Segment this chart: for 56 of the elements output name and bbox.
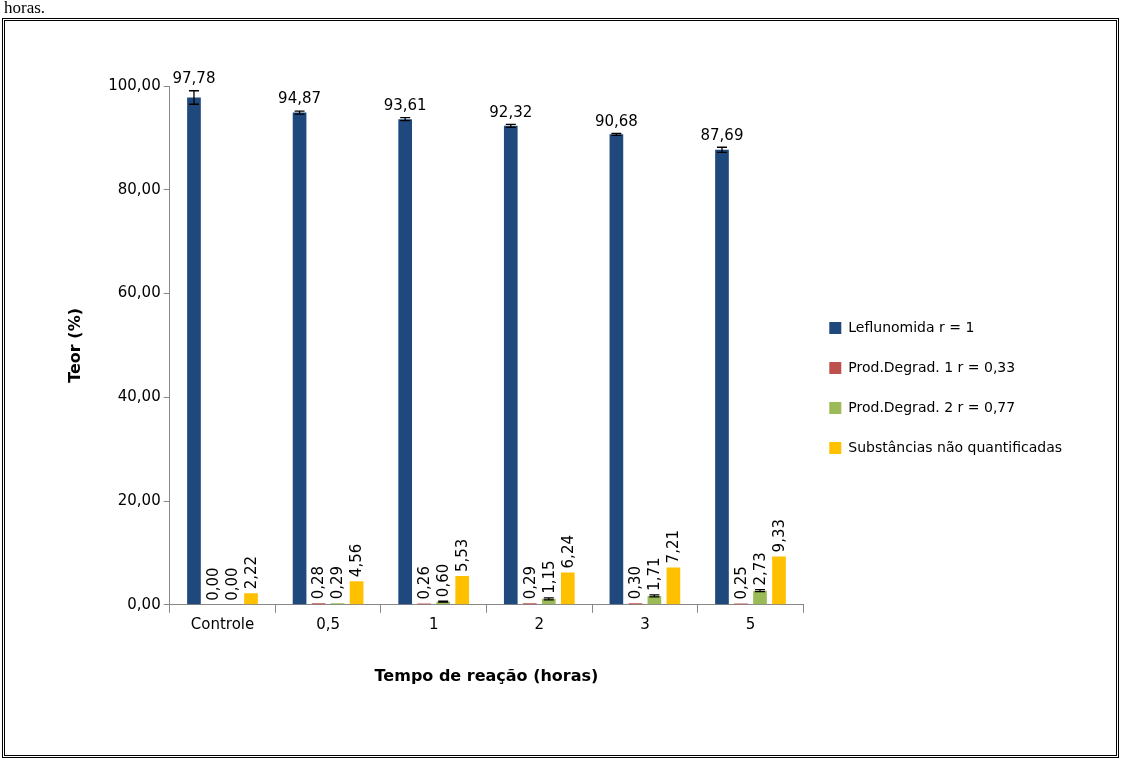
bar	[455, 576, 470, 605]
bar	[609, 134, 624, 605]
data-label: 5,53	[453, 538, 472, 573]
legend-label: Substâncias não quantificadas	[848, 438, 1063, 455]
data-label: 1,71	[645, 557, 664, 591]
data-label: 9,33	[769, 518, 788, 553]
data-label: 0,29	[520, 565, 539, 600]
data-label: 2,73	[750, 552, 769, 586]
y-tick-label: 0,00	[127, 594, 161, 613]
bar	[715, 149, 729, 605]
x-tick-label: 0,5	[316, 614, 341, 633]
legend-label: Prod.Degrad. 2 r = 0,77	[848, 398, 1016, 415]
x-tick-label: Controle	[190, 614, 255, 633]
data-label: 0,30	[626, 565, 645, 600]
data-label: 87,69	[700, 125, 744, 144]
bar	[398, 119, 413, 605]
data-label: 1,15	[539, 560, 558, 594]
bar	[560, 572, 575, 605]
data-label: 0,60	[434, 563, 453, 598]
bar	[772, 556, 786, 605]
y-tick-label: 20,00	[117, 490, 161, 509]
bar	[187, 97, 201, 605]
x-axis-title: Tempo de reação (horas)	[374, 665, 599, 685]
data-label: 90,68	[594, 111, 638, 130]
data-label: 0,29	[328, 565, 347, 600]
y-tick-label: 100,00	[108, 75, 161, 94]
y-tick-label: 60,00	[117, 283, 161, 302]
data-label: 7,21	[664, 529, 683, 564]
legend-label: Leflunomida r = 1	[848, 318, 975, 335]
data-label: 94,87	[278, 89, 322, 108]
y-tick-label: 40,00	[117, 387, 161, 406]
data-label: 2,22	[241, 555, 260, 590]
data-label: 0,26	[415, 566, 434, 600]
data-label: 0,28	[309, 565, 328, 600]
y-axis-title: Teor (%)	[64, 308, 84, 383]
data-label: 4,56	[347, 543, 366, 578]
text: horas.	[4, 0, 46, 18]
y-tick-label: 80,00	[117, 179, 161, 198]
bar	[349, 581, 364, 605]
bar	[292, 112, 307, 605]
data-label: 0,00	[222, 567, 241, 601]
x-tick-label: 3	[640, 614, 650, 633]
data-label: 93,61	[383, 95, 427, 114]
bar	[666, 567, 681, 605]
data-label: 92,32	[489, 102, 533, 121]
bar	[753, 590, 767, 605]
bar	[503, 125, 518, 605]
x-tick-label: 5	[745, 614, 756, 633]
data-label: 97,78	[172, 69, 216, 88]
bar	[244, 593, 258, 605]
x-tick-label: 2	[534, 614, 545, 633]
data-label: 0,00	[203, 567, 222, 601]
data-label: 6,24	[558, 535, 577, 569]
legend-label: Prod.Degrad. 1 r = 0,33	[848, 358, 1016, 375]
x-tick-label: 1	[428, 614, 439, 633]
data-label: 0,25	[731, 566, 750, 600]
